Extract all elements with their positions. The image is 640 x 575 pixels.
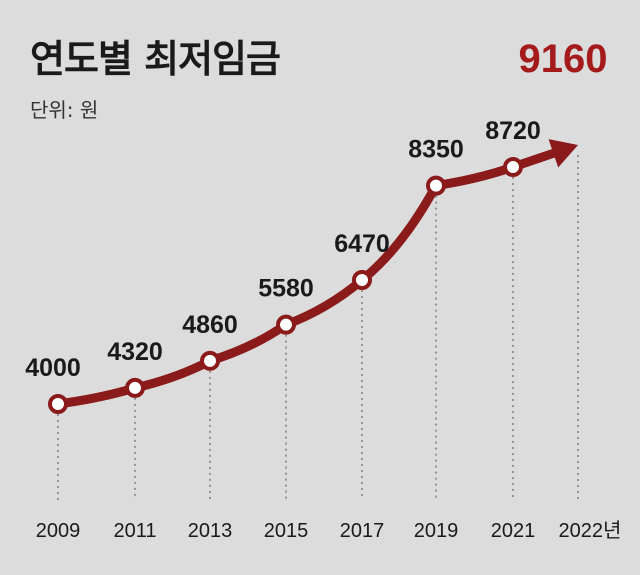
- value-label: 4320: [107, 338, 163, 366]
- data-point: [426, 175, 446, 196]
- x-tick-label: 2017: [340, 520, 385, 542]
- value-label: 4000: [25, 354, 81, 382]
- data-point: [276, 314, 296, 335]
- value-label: 5580: [258, 275, 314, 303]
- data-point: [48, 394, 68, 414]
- x-tick-label: 2019: [414, 520, 459, 542]
- x-tick-label: 2022년: [559, 519, 622, 542]
- guide-lines: [57, 154, 579, 500]
- data-point: [200, 350, 220, 371]
- data-point: [352, 270, 372, 291]
- data-point: [503, 157, 523, 178]
- x-tick-label: 2013: [188, 520, 233, 542]
- x-tick-label: 2009: [36, 520, 81, 542]
- data-point: [125, 377, 145, 398]
- data-points: [48, 157, 523, 414]
- x-tick-label: 2015: [264, 520, 309, 542]
- value-label: 4860: [182, 311, 238, 339]
- x-tick-label: 2011: [113, 520, 156, 542]
- value-label: 6470: [334, 230, 390, 258]
- x-tick-label: 2021: [491, 520, 536, 542]
- value-label: 8350: [408, 136, 464, 164]
- x-tick-labels: 2009 2011 2013 2015 2017 2019 2021 2022년: [36, 519, 622, 542]
- unit-label: 단위: 원: [30, 98, 99, 122]
- value-labels: 4000 4320 4860 5580 6470 8350 8720 9160: [25, 37, 607, 382]
- arrow-head: [548, 139, 578, 168]
- value-label-highlight: 9160: [519, 37, 608, 81]
- value-label: 8720: [485, 117, 541, 145]
- chart-title: 연도별 최저임금: [30, 37, 281, 81]
